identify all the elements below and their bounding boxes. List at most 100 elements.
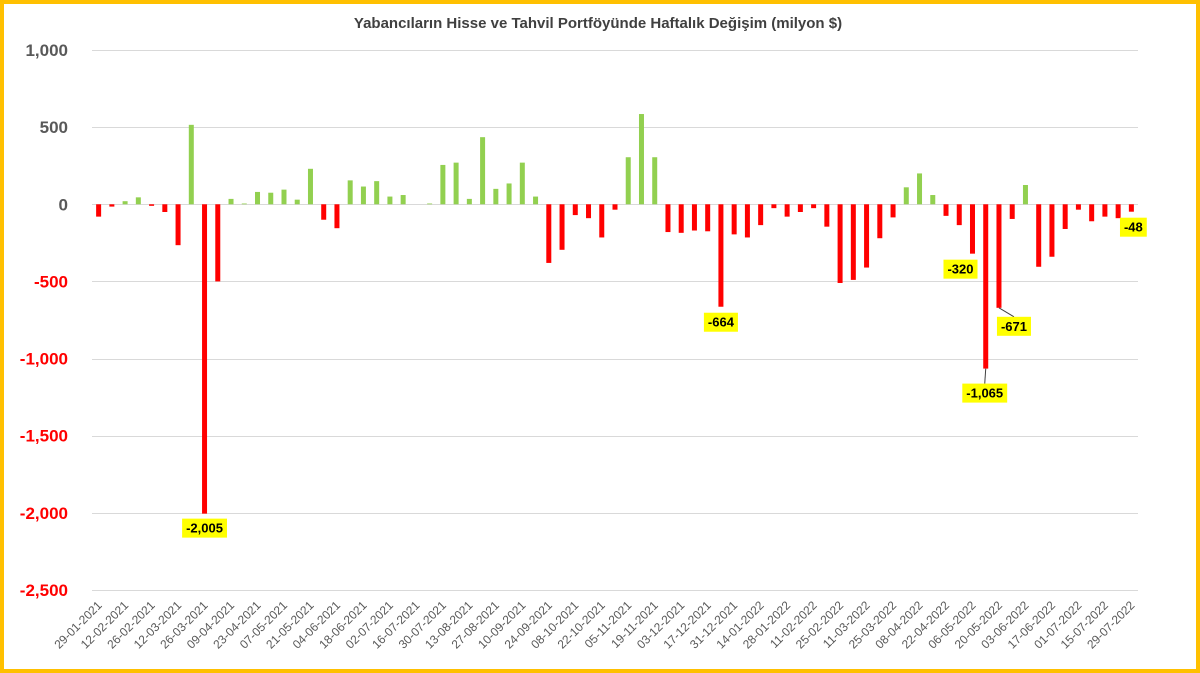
data-label: -320 xyxy=(943,259,978,279)
bar-negative xyxy=(162,204,168,212)
bar-negative xyxy=(334,204,340,229)
bar-negative xyxy=(811,204,817,209)
bar-positive xyxy=(228,198,234,205)
bar-negative xyxy=(1089,204,1095,222)
bar-negative xyxy=(1128,204,1134,212)
bar-negative xyxy=(559,204,565,250)
bar-positive xyxy=(387,196,393,205)
bar-positive xyxy=(930,195,936,205)
bar-negative xyxy=(758,204,764,226)
bar-negative xyxy=(983,204,989,369)
data-label-box xyxy=(703,312,738,332)
bar-negative xyxy=(956,204,962,226)
bar-positive xyxy=(652,157,658,205)
data-label: -1,065 xyxy=(962,368,1008,403)
bar-negative xyxy=(546,204,552,263)
bar-positive xyxy=(374,181,380,205)
bar-negative xyxy=(175,204,181,246)
bar-positive xyxy=(135,197,141,205)
bar-positive xyxy=(1022,185,1028,205)
bar-negative xyxy=(943,204,949,216)
bar-positive xyxy=(506,183,512,205)
bar-negative xyxy=(215,204,221,282)
bar-positive xyxy=(255,191,261,205)
data-label-text: -320 xyxy=(947,262,973,277)
bar-negative xyxy=(1009,204,1015,219)
bar-negative xyxy=(149,204,155,206)
bar-negative xyxy=(850,204,856,280)
bar-negative xyxy=(771,204,777,209)
bar-negative xyxy=(1062,204,1068,229)
bar-negative xyxy=(890,204,896,218)
bar-positive xyxy=(122,201,128,205)
bar-negative xyxy=(599,204,605,238)
bar-positive xyxy=(638,114,644,205)
bar-positive xyxy=(493,188,499,205)
y-tick-label: -2,000 xyxy=(20,504,68,523)
y-tick-label: 500 xyxy=(40,118,68,137)
y-tick-label: -500 xyxy=(34,272,68,291)
bar-negative xyxy=(864,204,870,268)
data-label-leader-line xyxy=(984,368,987,384)
bar-negative xyxy=(996,204,1002,308)
data-label-text: -1,065 xyxy=(966,386,1003,401)
bar-negative xyxy=(1049,204,1055,257)
bar-positive xyxy=(294,199,300,205)
bar-positive xyxy=(480,137,486,205)
data-label-box xyxy=(182,518,227,538)
bar-positive xyxy=(917,173,923,205)
data-label-box xyxy=(943,259,978,279)
bar-negative xyxy=(969,204,975,254)
bar-negative xyxy=(705,204,711,232)
data-labels: -2,005 -664 -320 -1,065 -671 -48 xyxy=(182,217,1147,538)
bar-positive xyxy=(533,196,539,205)
data-label: -671 xyxy=(996,307,1031,336)
bar-negative xyxy=(731,204,737,235)
bar-positive xyxy=(519,162,525,205)
bar-positive xyxy=(268,192,274,205)
bar-negative xyxy=(202,204,208,514)
bar-positive xyxy=(903,187,909,205)
bar-negative xyxy=(1115,204,1121,219)
data-label-text: -2,005 xyxy=(186,521,223,536)
bar-negative xyxy=(96,204,102,217)
data-label: -664 xyxy=(703,312,738,332)
bar-positive xyxy=(427,203,433,205)
bar-negative xyxy=(744,204,750,238)
bar-positive xyxy=(241,203,247,205)
bar-positive xyxy=(360,186,366,205)
bar-negative xyxy=(665,204,671,233)
data-label: -48 xyxy=(1119,217,1147,237)
bar-negative xyxy=(1036,204,1042,267)
data-label-text: -48 xyxy=(1124,220,1143,235)
bar-positive xyxy=(466,198,472,205)
y-tick-label: 1,000 xyxy=(25,41,68,60)
data-label-box xyxy=(996,316,1031,336)
bar-positive xyxy=(307,168,313,205)
data-label: -2,005 xyxy=(182,518,227,538)
bar-negative xyxy=(572,204,578,216)
data-label-text: -664 xyxy=(708,315,735,330)
y-tick-label: -1,500 xyxy=(20,427,68,446)
bar-negative xyxy=(691,204,697,231)
bar-negative xyxy=(678,204,684,233)
bar-positive xyxy=(440,164,446,205)
bar-positive xyxy=(188,124,194,205)
bar-negative xyxy=(797,204,803,212)
data-label-box xyxy=(1119,217,1147,237)
bar-positive xyxy=(347,180,353,205)
bar-negative xyxy=(877,204,883,239)
bar-positive xyxy=(625,157,631,205)
bar-negative xyxy=(1102,204,1108,217)
bar-positive xyxy=(400,195,406,205)
bar-negative xyxy=(109,204,115,207)
y-tick-label: -1,000 xyxy=(20,350,68,369)
data-label-box xyxy=(962,383,1008,403)
y-axis-tick-labels: 1,000 500 0 -500 -1,000 -1,500 -2,000 -2,500 xyxy=(20,41,68,600)
chart-title: Yabancıların Hisse ve Tahvil Portföyünde… xyxy=(354,15,842,32)
data-label-leader-line xyxy=(998,307,1015,318)
